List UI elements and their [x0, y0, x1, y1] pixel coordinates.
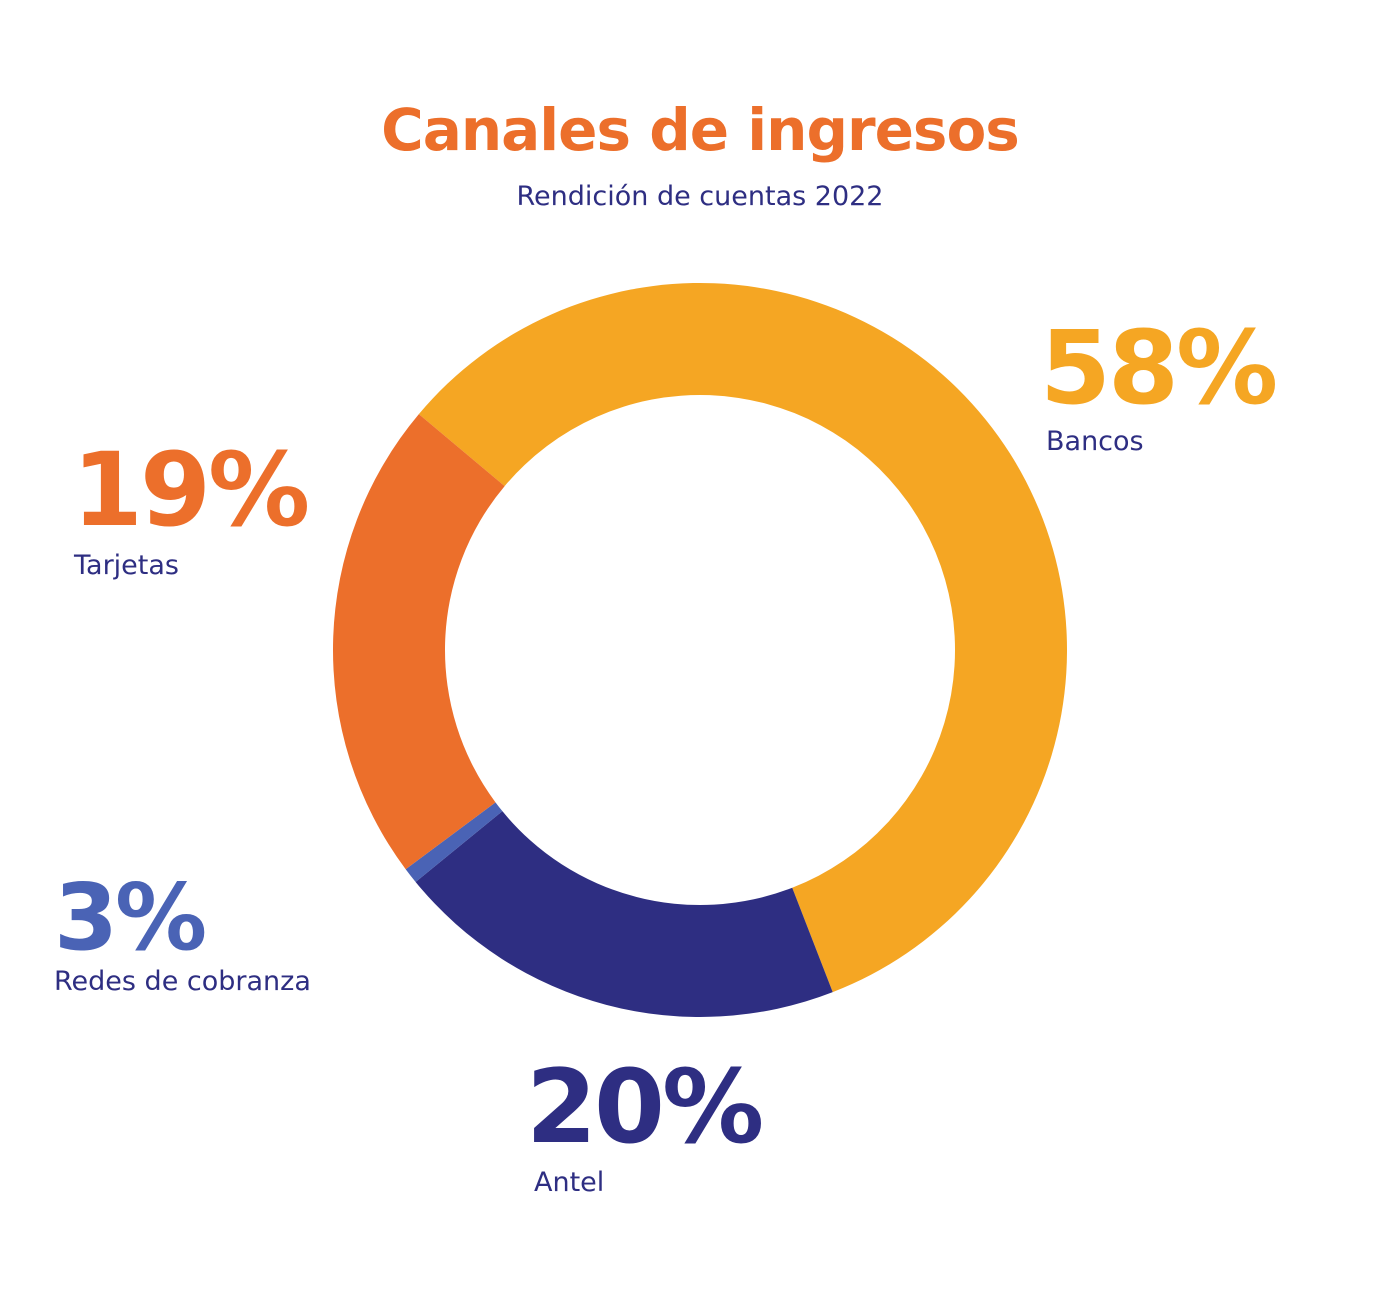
label-tarjetas: 19% Tarjetas	[72, 431, 310, 582]
pct-redes-de-cobranza: 3%	[54, 864, 207, 971]
label-bancos: 58% Bancos	[1040, 309, 1278, 458]
category-redes-de-cobranza: Redes de cobranza	[54, 966, 311, 997]
pct-tarjetas: 19%	[72, 431, 310, 550]
chart-subtitle: Rendición de cuentas 2022	[516, 181, 884, 212]
category-bancos: Bancos	[1046, 426, 1144, 457]
label-redes-de-cobranza: 3% Redes de cobranza	[54, 872, 311, 998]
slice-tarjetas	[332, 414, 505, 870]
label-antel: 20% Antel	[526, 1048, 764, 1199]
slice-antel	[415, 811, 833, 1017]
category-antel: Antel	[534, 1167, 605, 1198]
chart-title: Canales de ingresos	[381, 96, 1020, 164]
slice-redes-de-cobranza	[405, 802, 503, 882]
pct-bancos: 58%	[1040, 309, 1278, 428]
slice-bancos	[418, 282, 1068, 993]
pct-antel: 20%	[526, 1048, 764, 1167]
category-tarjetas: Tarjetas	[74, 550, 179, 581]
